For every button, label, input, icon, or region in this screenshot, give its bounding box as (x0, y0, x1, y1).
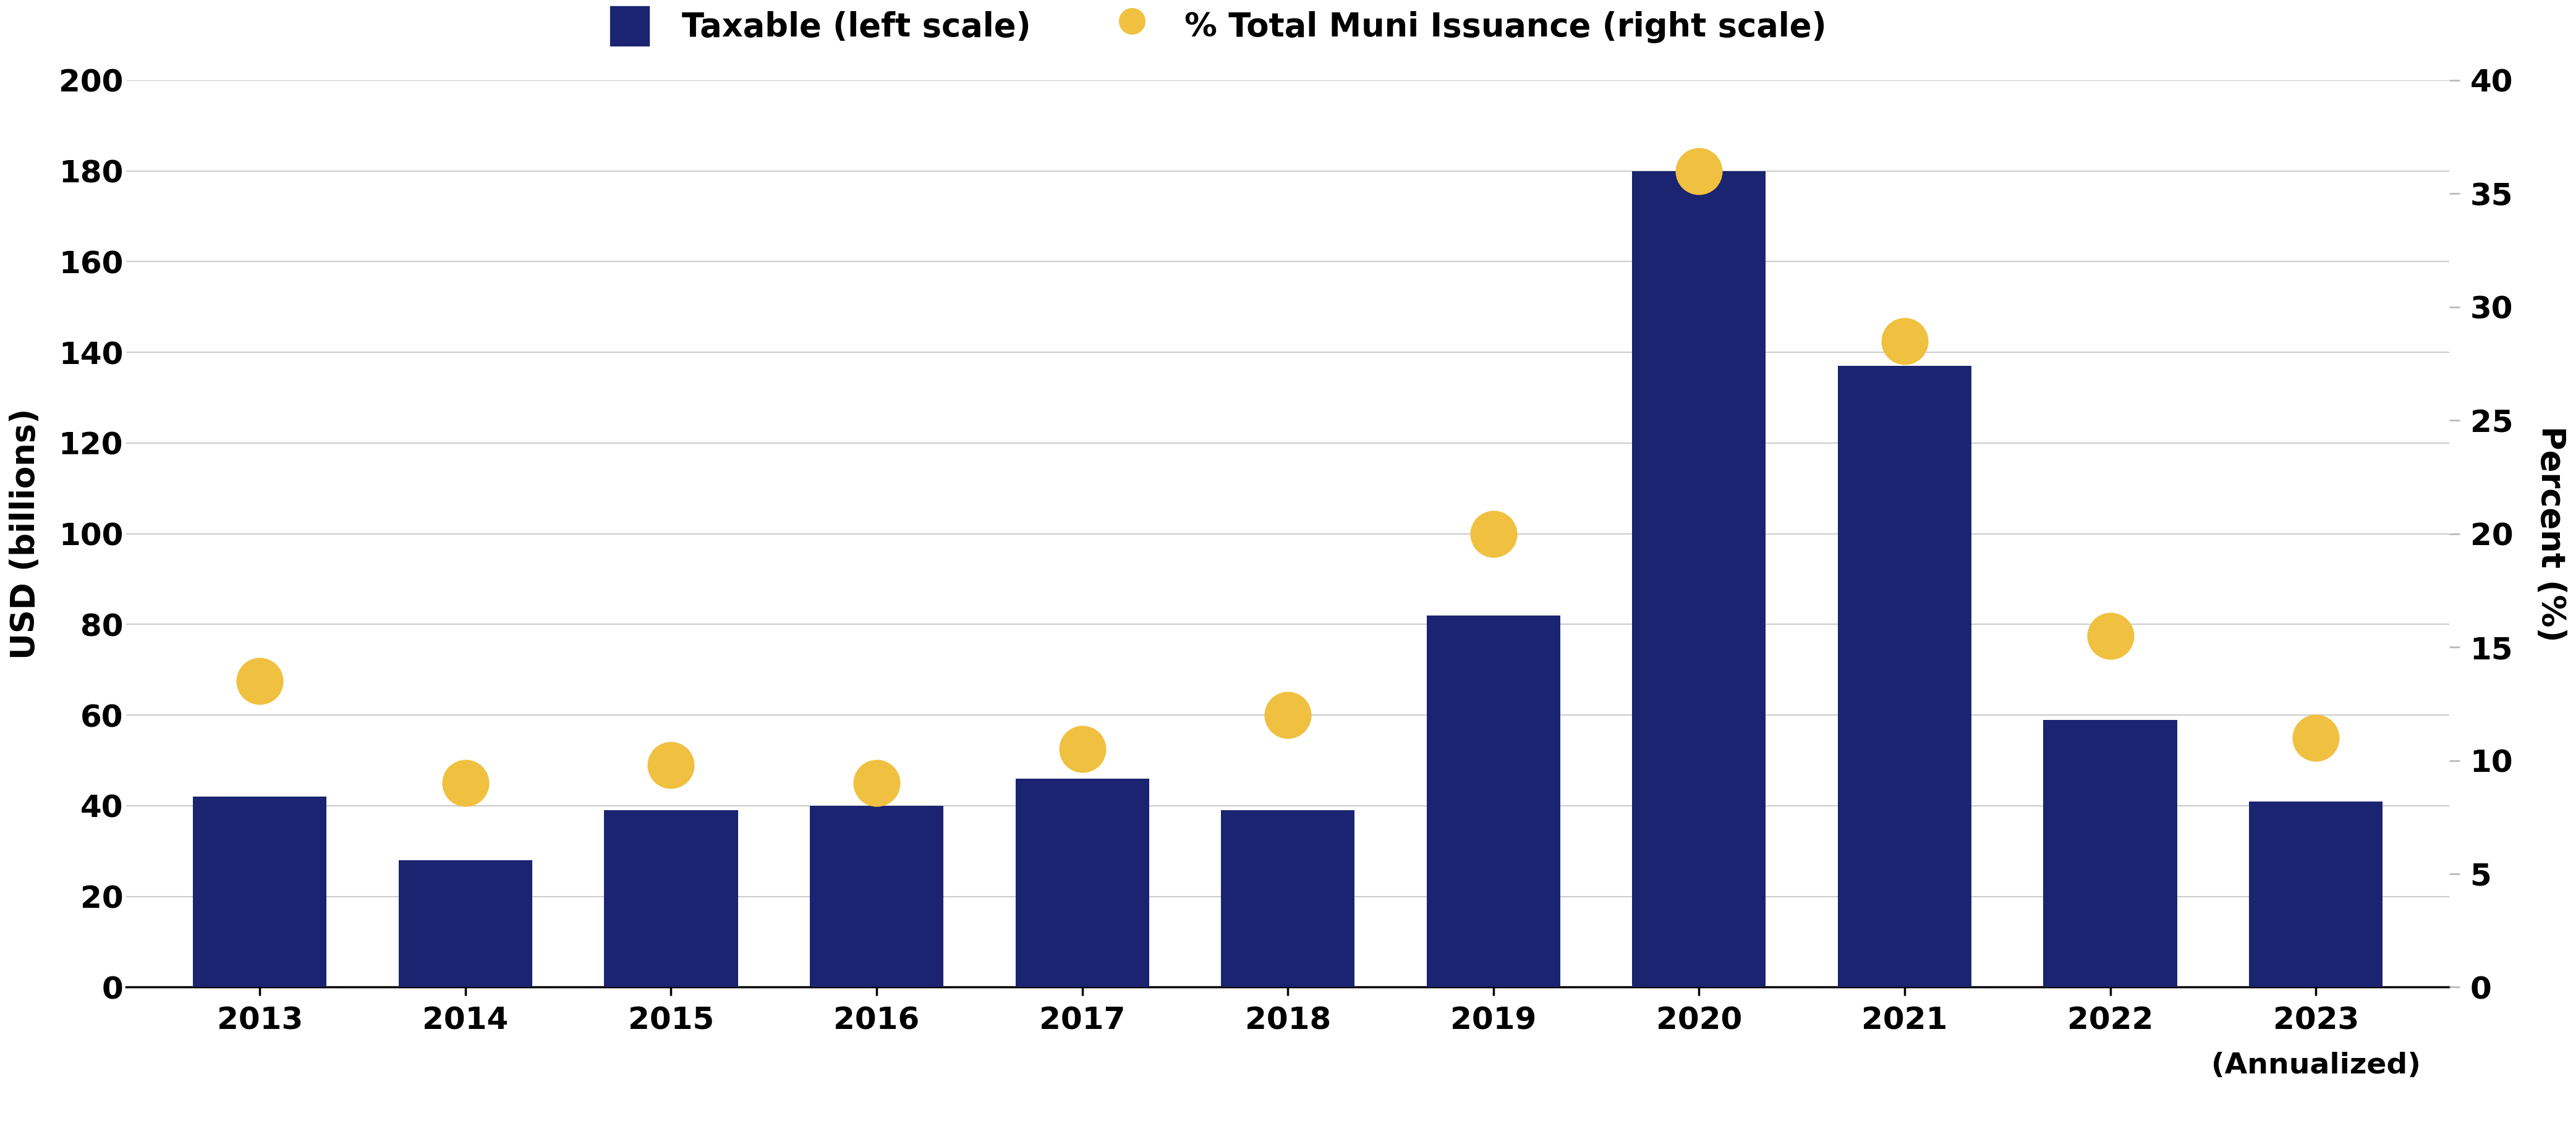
Point (1267, 706, 1309, 725)
Point (855, 775, 896, 793)
Point (649, 756, 690, 775)
Text: (Annualized): (Annualized) (2210, 1051, 2421, 1080)
Point (2089, 627, 2130, 645)
Point (2295, 729, 2336, 747)
Bar (809, 806, 943, 988)
Point (1883, 332, 1924, 350)
Point (1061, 741, 1103, 759)
Bar (1837, 366, 1971, 988)
Bar (1427, 616, 1561, 988)
Point (240, 672, 281, 691)
Legend: Taxable (left scale), % Total Muni Issuance (right scale): Taxable (left scale), % Total Muni Issua… (611, 6, 1826, 45)
Point (1680, 162, 1721, 180)
Bar (2043, 720, 2177, 988)
Bar (1633, 171, 1767, 988)
Bar (1015, 779, 1149, 988)
Point (1473, 525, 1515, 543)
Bar (605, 811, 737, 988)
Point (446, 775, 487, 793)
Bar (2249, 802, 2383, 988)
Bar (1221, 811, 1355, 988)
Bar (193, 797, 327, 988)
Y-axis label: USD (billions): USD (billions) (10, 408, 41, 659)
Y-axis label: Percent (%): Percent (%) (2535, 425, 2566, 642)
Bar (399, 861, 533, 988)
